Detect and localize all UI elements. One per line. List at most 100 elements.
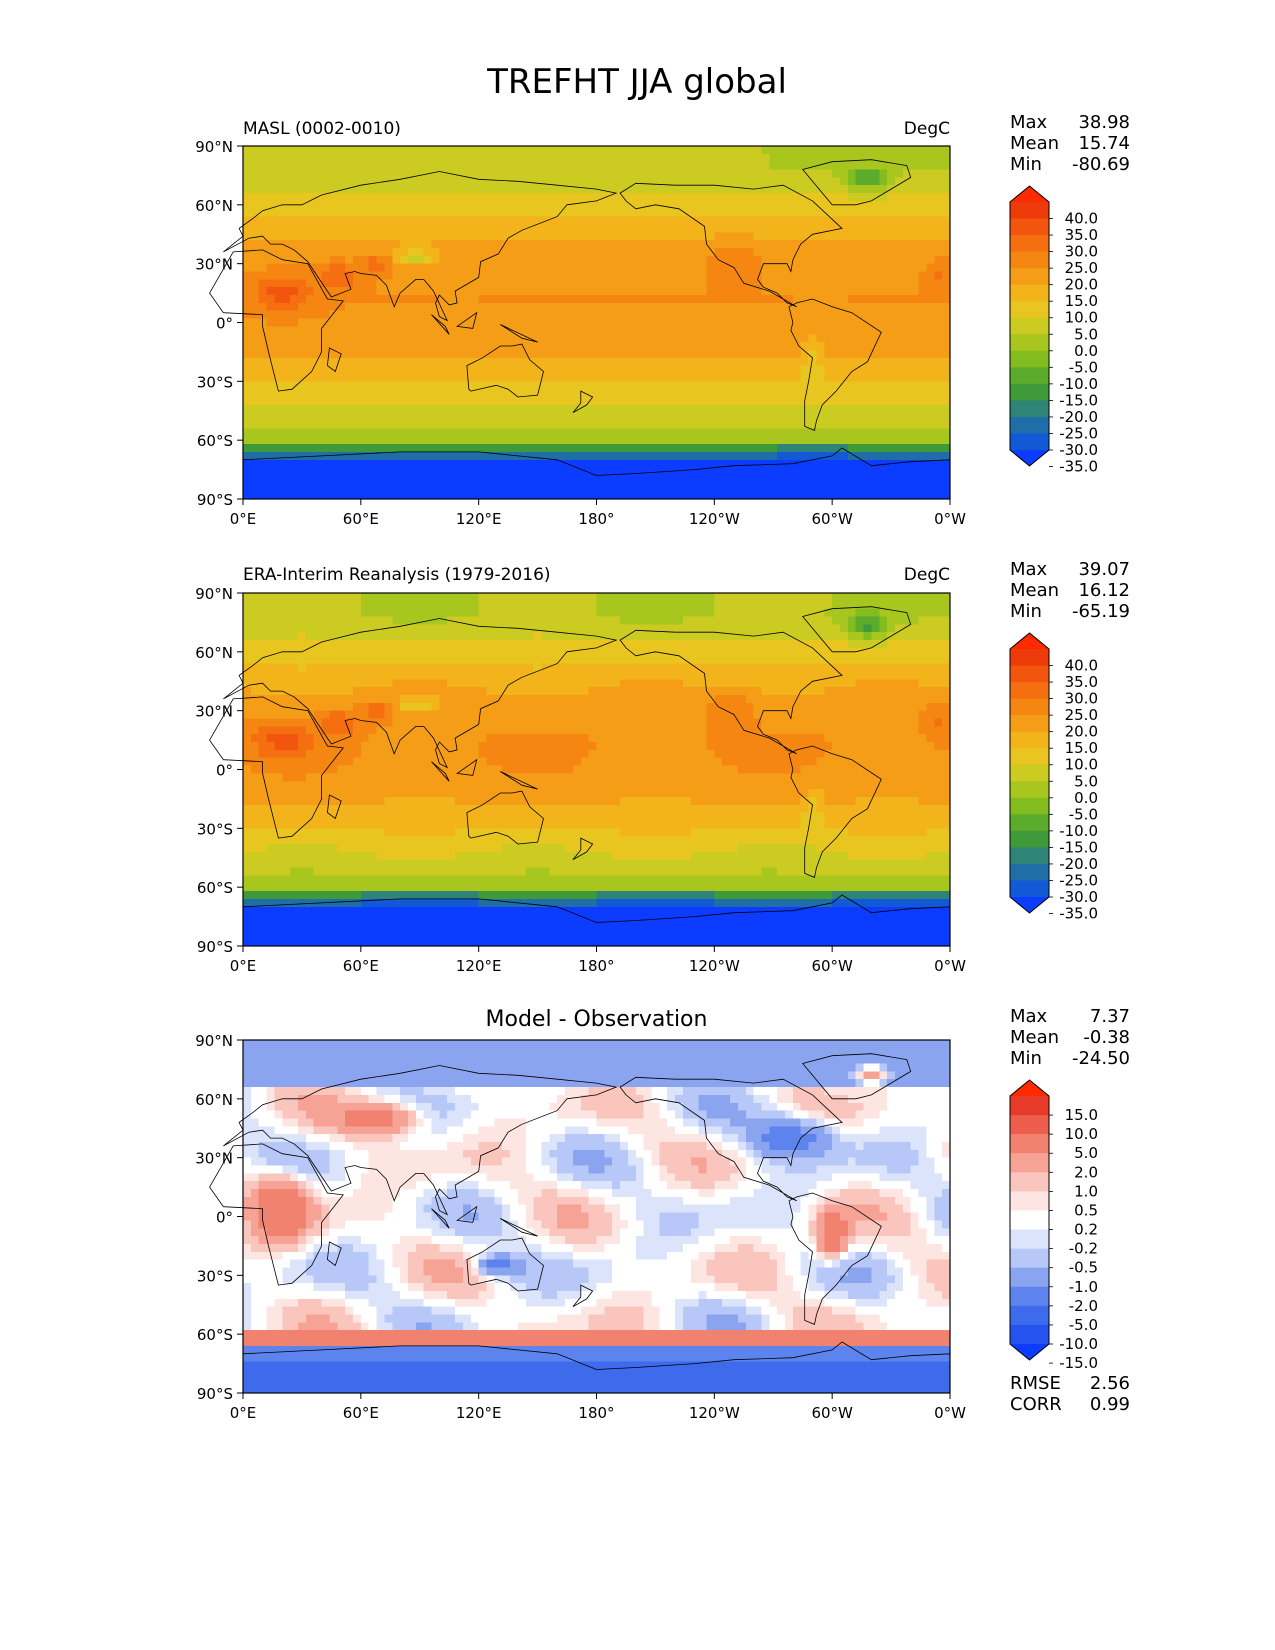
field-cell — [345, 185, 354, 194]
field-cell — [675, 255, 684, 265]
field-cell — [730, 397, 739, 406]
field-cell — [722, 334, 731, 343]
field-cell — [305, 381, 315, 390]
field-cell — [675, 326, 684, 335]
field-cell — [494, 451, 503, 461]
field-cell — [612, 467, 621, 477]
figure-title: TREFHT JJA global — [486, 62, 787, 102]
field-cell — [902, 177, 912, 186]
field-cell — [706, 428, 715, 437]
field-cell — [682, 640, 692, 649]
field-cell — [800, 436, 810, 445]
field-cell — [675, 655, 684, 665]
field-cell — [737, 608, 747, 618]
field-cell — [368, 153, 378, 163]
field-cell — [502, 655, 511, 665]
field-cell — [737, 161, 747, 171]
field-cell — [737, 302, 747, 312]
field-cell — [643, 397, 653, 406]
field-cell — [730, 169, 739, 178]
field-cell — [769, 381, 778, 390]
field-cell — [565, 365, 574, 375]
field-cell — [612, 632, 621, 641]
field-cell — [282, 161, 291, 171]
field-cell — [384, 200, 393, 210]
field-cell — [612, 381, 621, 390]
field-cell — [682, 342, 692, 351]
field-cell — [675, 161, 684, 171]
field-cell — [792, 436, 802, 445]
field-cell — [345, 483, 354, 492]
field-cell — [415, 295, 425, 304]
field-cell — [620, 310, 629, 320]
field-cell — [824, 342, 833, 351]
field-cell — [494, 428, 503, 437]
field-cell — [816, 349, 825, 359]
field-cell — [541, 655, 550, 665]
field-cell — [580, 146, 590, 155]
field-cell — [730, 177, 739, 186]
field-cell — [423, 326, 433, 335]
field-cell — [871, 373, 880, 382]
field-cell — [431, 302, 440, 312]
field-cell — [737, 216, 747, 226]
field-cell — [800, 624, 810, 633]
field-cell — [297, 451, 307, 461]
field-cell — [871, 240, 880, 249]
field-cell — [431, 381, 440, 390]
field-cell — [871, 357, 880, 367]
field-cell — [722, 640, 731, 649]
field-cell — [910, 216, 920, 226]
field-cell — [659, 381, 668, 390]
field-cell — [879, 224, 888, 233]
field-cell — [345, 232, 354, 241]
field-cell — [557, 373, 566, 382]
field-cell — [675, 640, 684, 649]
field-cell — [832, 491, 841, 500]
field-cell — [863, 224, 873, 233]
field-cell — [407, 349, 417, 359]
field-cell — [525, 420, 535, 429]
colorbar-tick-label: -10.0 — [1059, 375, 1098, 393]
field-cell — [431, 177, 440, 186]
field-cell — [525, 177, 535, 186]
field-cell — [313, 153, 323, 163]
field-cell — [902, 632, 912, 641]
field-cell — [596, 334, 605, 343]
field-cell — [596, 483, 605, 492]
field-cell — [345, 451, 354, 461]
field-cell — [871, 153, 880, 163]
field-cell — [620, 295, 629, 304]
field-cell — [887, 593, 896, 602]
field-cell — [675, 310, 684, 320]
field-cell — [706, 216, 715, 226]
field-cell — [470, 318, 480, 328]
field-cell — [580, 381, 590, 390]
field-cell — [352, 483, 362, 492]
field-cell — [753, 404, 763, 414]
field-cell — [706, 624, 715, 633]
field-cell — [832, 397, 841, 406]
field-cell — [832, 640, 841, 649]
field-cell — [895, 608, 904, 618]
field-cell — [290, 263, 299, 273]
field-cell — [800, 326, 810, 335]
field-cell — [753, 600, 763, 610]
field-cell — [635, 146, 645, 155]
field-cell — [447, 287, 456, 296]
field-cell — [494, 146, 503, 155]
field-cell — [329, 373, 338, 382]
field-cell — [824, 608, 833, 618]
field-cell — [258, 224, 268, 233]
field-cell — [494, 161, 503, 171]
field-cell — [258, 389, 268, 398]
field-cell — [792, 357, 802, 367]
field-cell — [549, 342, 558, 351]
field-cell — [832, 177, 841, 186]
field-cell — [714, 216, 723, 226]
field-cell — [942, 146, 951, 155]
field-cell — [368, 224, 378, 233]
field-cell — [832, 616, 841, 625]
field-cell — [557, 475, 566, 484]
field-cell — [737, 263, 747, 273]
